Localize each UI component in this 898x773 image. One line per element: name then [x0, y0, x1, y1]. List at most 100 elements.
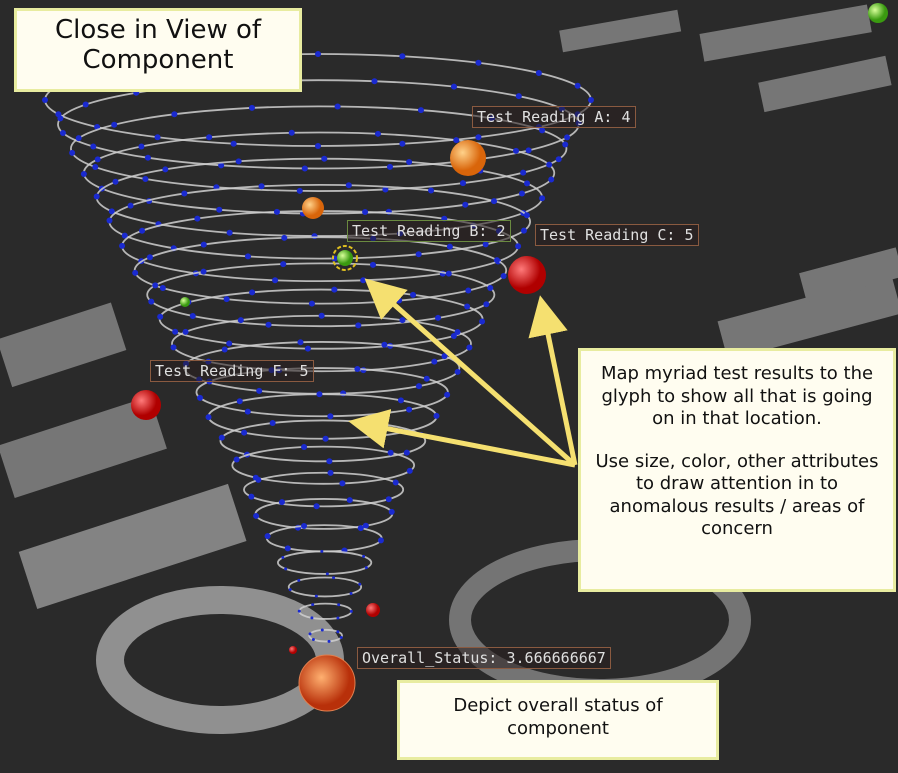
node [310, 616, 313, 619]
node [201, 242, 207, 248]
node [556, 156, 562, 162]
node [155, 134, 161, 140]
node [249, 105, 255, 111]
node [238, 317, 244, 323]
node [255, 477, 261, 483]
node [431, 359, 437, 365]
node [464, 303, 470, 309]
node [297, 579, 300, 582]
node [194, 216, 200, 222]
node [94, 194, 100, 200]
node [305, 346, 311, 352]
node [111, 122, 117, 128]
node [358, 525, 364, 531]
node [358, 583, 361, 586]
node [336, 616, 339, 619]
node [410, 292, 416, 298]
node [513, 148, 519, 154]
node [362, 555, 365, 558]
node [315, 143, 321, 149]
node [328, 470, 334, 476]
node [336, 630, 339, 633]
node [362, 209, 368, 215]
node [418, 107, 424, 113]
node [483, 301, 489, 307]
node [224, 296, 230, 302]
node [536, 70, 542, 76]
node [435, 315, 441, 321]
node [483, 241, 489, 247]
node [371, 78, 377, 84]
node [479, 319, 485, 325]
node [340, 636, 343, 639]
node [289, 588, 292, 591]
node [274, 209, 280, 215]
node [546, 162, 552, 168]
node [446, 271, 452, 277]
node [447, 244, 453, 250]
node [519, 191, 525, 197]
node [314, 503, 320, 509]
node [148, 299, 154, 305]
arrow [358, 423, 575, 465]
node [326, 458, 332, 464]
node [219, 435, 225, 441]
ring [278, 551, 371, 574]
node [236, 158, 242, 164]
node [222, 346, 228, 352]
node [279, 499, 285, 505]
node [407, 468, 413, 474]
node [328, 640, 331, 643]
node [346, 182, 352, 188]
node [386, 496, 392, 502]
ring [244, 473, 403, 507]
node [259, 183, 265, 189]
node [375, 131, 381, 137]
node [399, 53, 405, 59]
node [160, 285, 166, 291]
reading-label: Test Reading C: 5 [535, 224, 699, 246]
node [90, 144, 96, 150]
node [548, 177, 554, 183]
reading-label: Test Reading A: 4 [472, 106, 636, 128]
node [248, 494, 254, 500]
node [462, 202, 468, 208]
node [321, 628, 324, 631]
node [327, 413, 333, 419]
node [399, 141, 405, 147]
node [521, 228, 527, 234]
node [455, 329, 461, 335]
node [494, 257, 500, 263]
node [451, 84, 457, 90]
node [564, 134, 570, 140]
node [216, 207, 222, 213]
screenshot: Test Reading A: 4 Test Reading B: 2 Test… [0, 0, 898, 773]
node [266, 322, 272, 328]
node [132, 270, 138, 276]
node [181, 191, 187, 197]
node [416, 383, 422, 389]
node [162, 166, 168, 172]
node [365, 566, 368, 569]
node [350, 592, 353, 595]
sphere [302, 197, 324, 219]
node [272, 277, 278, 283]
ring [220, 420, 425, 461]
node [475, 60, 481, 66]
node [475, 134, 481, 140]
node [280, 261, 286, 267]
node [281, 235, 287, 241]
node [284, 567, 287, 570]
node [316, 391, 322, 397]
callout: Depict overall status of component [397, 680, 719, 760]
status-sphere [299, 655, 355, 711]
node [387, 164, 393, 170]
node [234, 457, 240, 463]
node [339, 480, 345, 486]
node [81, 171, 87, 177]
sphere [508, 256, 546, 294]
node [309, 632, 312, 635]
node [378, 537, 384, 543]
node [83, 102, 89, 108]
node [539, 195, 545, 201]
